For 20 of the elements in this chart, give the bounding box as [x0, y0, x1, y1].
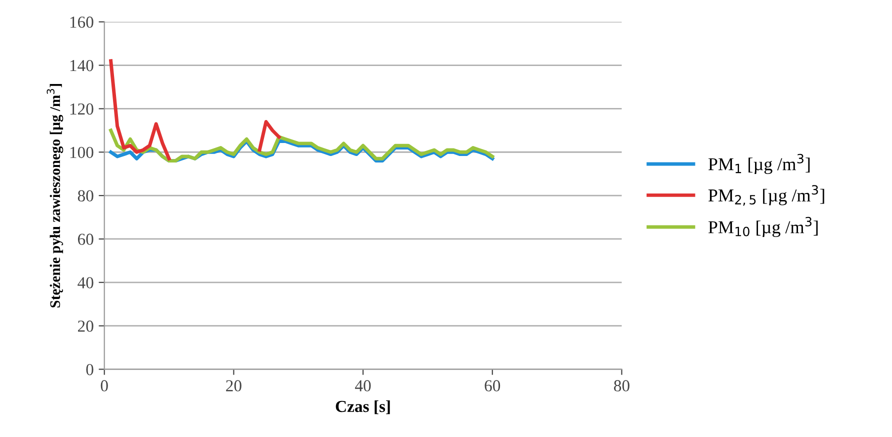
y-tick-label: 0	[86, 364, 94, 376]
x-axis-title: Czas [s]	[336, 400, 390, 414]
line-series	[109, 128, 494, 163]
legend-label: PM$_{2,5}$ [µg /m$^{3}$]	[708, 185, 824, 206]
y-tick-label: 60	[78, 234, 94, 245]
y-tick-label: 40	[78, 277, 94, 288]
y-tick-label: 120	[70, 103, 94, 115]
legend-label: PM$_{1}$ [µg /m$^{3}$]	[708, 154, 810, 174]
y-tick-label: 140	[70, 60, 94, 72]
legend-label: PM$_{10}$ [µg /m$^{3}$]	[708, 216, 818, 238]
x-tick-label: 0	[100, 380, 108, 392]
x-tick-label: 20	[226, 380, 242, 392]
y-tick-label: 80	[78, 190, 94, 202]
y-tick-label: 20	[78, 320, 94, 332]
y-axis-title: Stężenie pyłu zawieszonego [µg /m$^{3}$]	[46, 84, 64, 308]
y-tick-label: 100	[70, 146, 94, 158]
x-tick-label: 40	[355, 380, 371, 392]
x-tick-label: 60	[484, 380, 500, 392]
x-tick-label: 80	[614, 380, 630, 392]
y-tick-label: 160	[70, 16, 94, 28]
